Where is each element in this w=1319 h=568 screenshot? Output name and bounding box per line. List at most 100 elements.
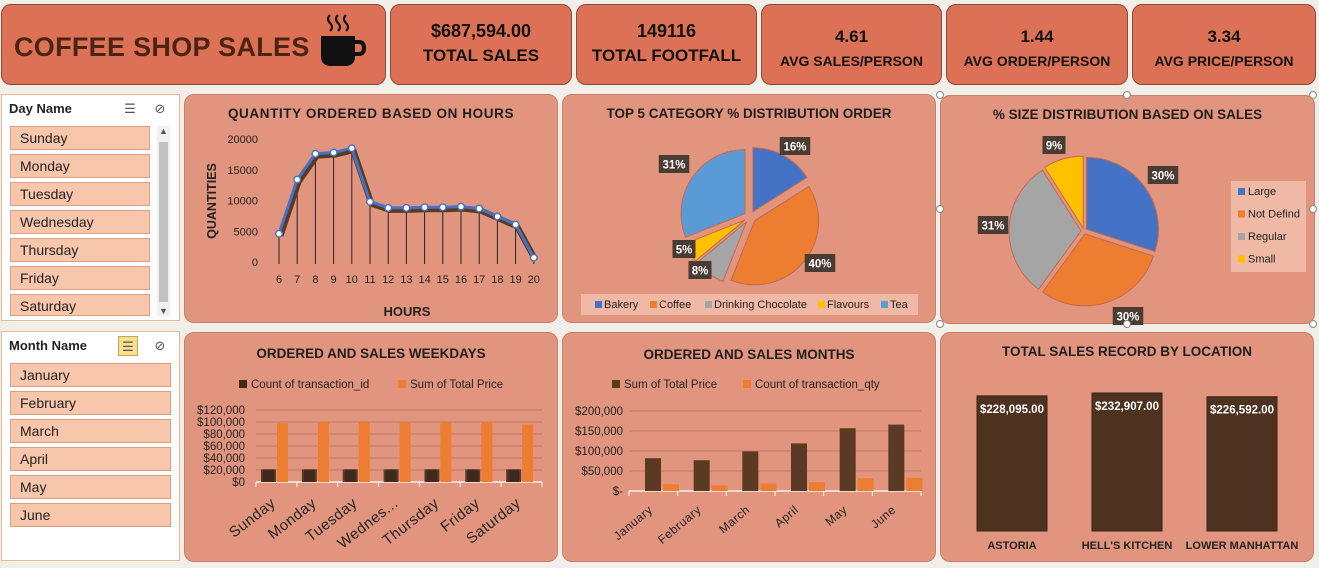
data-label: 40%: [808, 259, 831, 271]
slicer-item-tuesday[interactable]: Tuesday: [10, 182, 150, 206]
bar-count-of-transaction-id: [426, 469, 438, 482]
legend-swatch: [1238, 188, 1245, 195]
bar-sum-of-total-price: [481, 421, 493, 482]
slicer-item-june[interactable]: June: [10, 503, 171, 527]
bar-count-of-transaction-id: [344, 469, 356, 482]
data-label: 31%: [981, 221, 1004, 233]
y-tick-label: $80,000: [203, 429, 245, 441]
resize-handle[interactable]: [936, 320, 944, 328]
bar-count-of-transaction-qty: [857, 478, 874, 491]
data-label-bg: [1112, 307, 1144, 325]
slicer-item-april[interactable]: April: [10, 447, 171, 471]
size-chart-panel[interactable]: % SIZE DISTRIBUTION BASED ON SALES 30% 30…: [940, 95, 1315, 325]
y-axis-label: QUANTITIES: [205, 163, 219, 239]
slicer-item-sunday[interactable]: Sunday: [10, 126, 150, 150]
pie-slice-small: [1043, 155, 1084, 230]
kpi-value: 3.34: [1207, 27, 1241, 46]
data-label: $226,592.00: [1210, 405, 1274, 417]
data-point: [420, 203, 429, 212]
slicer-item-march[interactable]: March: [10, 419, 171, 443]
bar-count-of-transaction-id: [385, 469, 397, 482]
category-pie-chart: 16% 40% 8% 5% 31% Bakery Coffee Drinking Chocol…: [581, 137, 918, 315]
scroll-up-icon[interactable]: ▲: [159, 126, 168, 136]
legend-label: Bakery: [604, 299, 639, 311]
kpi-label: AVG SALES/PERSON: [780, 53, 923, 69]
slicer-item-thursday[interactable]: Thursday: [10, 238, 150, 262]
location-chart-panel: TOTAL SALES RECORD BY LOCATION $228,095.…: [940, 332, 1314, 562]
x-tick-label: 13: [400, 274, 412, 286]
x-tick-label: 17: [473, 274, 485, 286]
months-bar-chart: $200,000 $150,000 $100,000 $50,000 $- January…: [575, 379, 923, 547]
slicer-item-monday[interactable]: Monday: [10, 154, 150, 178]
legend-swatch: [705, 301, 712, 308]
y-tick-label: 15000: [227, 165, 258, 177]
slicer-scrollbar[interactable]: ▲ ▼: [157, 126, 170, 316]
legend-label: Count of transaction_id: [251, 379, 369, 391]
multi-select-icon[interactable]: ☰: [118, 336, 138, 356]
data-label-group: 30%: [1147, 166, 1179, 184]
kpi-value: 1.44: [1020, 27, 1054, 46]
data-label: 31%: [662, 160, 685, 172]
y-tick-label: 10000: [227, 196, 258, 208]
x-tick-label: 12: [382, 274, 394, 286]
scroll-down-icon[interactable]: ▼: [159, 306, 168, 316]
location-bar: [1091, 392, 1163, 532]
clear-filter-icon[interactable]: ⊘: [154, 338, 166, 353]
legend-swatch: [239, 380, 247, 388]
day-name-slicer: Day Name ☰ ⊘ Sunday Monday Tuesday Wedne…: [1, 94, 180, 321]
bar-sum-of-total-price: [440, 422, 452, 482]
x-tick-label: ASTORIA: [987, 540, 1036, 552]
chart-title: TOP 5 CATEGORY % DISTRIBUTION ORDER: [606, 106, 892, 121]
data-label-group: 40%: [804, 254, 836, 272]
legend-label: Tea: [890, 299, 909, 311]
slicer-item-wednesday[interactable]: Wednesday: [10, 210, 150, 234]
slicer-item-january[interactable]: January: [10, 363, 171, 387]
y-tick-label: 5000: [234, 226, 258, 238]
clear-filter-icon[interactable]: ⊘: [154, 101, 166, 116]
x-tick-label: 20: [528, 274, 540, 286]
y-tick-label: $40,000: [203, 453, 245, 465]
legend-label: Not Defind: [1248, 209, 1300, 221]
resize-handle[interactable]: [936, 91, 944, 99]
legend-swatch: [612, 380, 620, 388]
legend-swatch: [1238, 255, 1245, 263]
resize-handle[interactable]: [1123, 320, 1131, 328]
legend-label: Large: [1248, 186, 1276, 198]
slicer-item-saturday[interactable]: Saturday: [10, 294, 150, 316]
data-label-group: 31%: [658, 155, 690, 173]
data-label-bg: [672, 240, 696, 258]
resize-handle[interactable]: [936, 205, 944, 213]
data-label: $232,907.00: [1095, 401, 1159, 413]
resize-handle[interactable]: [1309, 205, 1317, 213]
data-label-bg: [658, 155, 690, 173]
weekdays-chart-panel: ORDERED AND SALES WEEKDAYS $120,000 $100,…: [184, 332, 558, 562]
data-point: [347, 144, 356, 153]
data-point: [511, 220, 520, 229]
kpi-value: 4.61: [834, 27, 869, 46]
resize-handle[interactable]: [1309, 91, 1317, 99]
y-tick-label: $-: [613, 486, 623, 498]
data-point: [274, 229, 283, 238]
data-point: [329, 148, 338, 157]
bar-count-of-transaction-id: [303, 469, 315, 482]
bar-sum-of-total-price: [742, 451, 759, 491]
y-tick-label: 0: [252, 257, 258, 269]
slicer-item-friday[interactable]: Friday: [10, 266, 150, 290]
bar-count-of-transaction-qty: [711, 485, 728, 491]
x-tick-label: June: [868, 503, 898, 532]
scroll-thumb[interactable]: [159, 142, 168, 302]
data-point: [293, 175, 302, 184]
data-label-bg: [688, 261, 712, 279]
data-label: 9%: [1046, 141, 1063, 153]
data-point: [365, 197, 374, 206]
multi-select-icon[interactable]: ☰: [124, 101, 136, 116]
slicer-item-may[interactable]: May: [10, 475, 171, 499]
resize-handle[interactable]: [1123, 91, 1131, 99]
slicer-item-february[interactable]: February: [10, 391, 171, 415]
kpi-label: AVG ORDER/PERSON: [963, 53, 1111, 69]
data-label-bg: [1147, 166, 1179, 184]
resize-handle[interactable]: [1309, 320, 1317, 328]
legend-swatch: [398, 380, 406, 388]
kpi-label: AVG PRICE/PERSON: [1154, 53, 1294, 69]
